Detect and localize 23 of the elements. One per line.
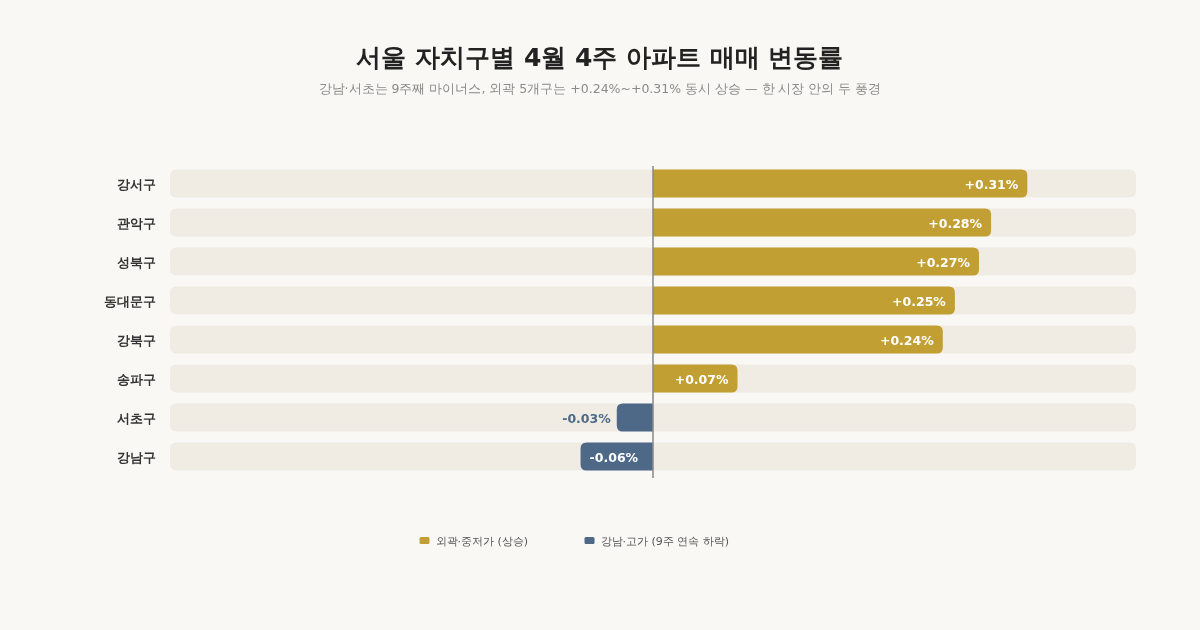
y-tick-label: 관악구: [117, 215, 156, 231]
data-label: +0.07%: [674, 371, 729, 387]
y-tick-label: 강북구: [117, 332, 156, 348]
data-label: +0.25%: [892, 293, 947, 309]
bar: [616, 403, 653, 432]
bar: [653, 325, 943, 354]
chart-subtitle: 강남·서초는 9주째 마이너스, 외곽 5개구는 +0.24%~+0.31% 동시 상승 — 한 시장 안의 두 풍경: [318, 81, 882, 96]
y-tick-label: 성북구: [117, 254, 156, 270]
y-tick-label: 강남구: [117, 449, 156, 465]
data-label: +0.28%: [928, 215, 983, 231]
legend-label: 외곽·중저가 (상승): [435, 535, 529, 548]
data-label: +0.27%: [916, 254, 971, 270]
bar: [653, 286, 955, 315]
data-label: -0.06%: [589, 449, 639, 465]
data-label: +0.31%: [964, 176, 1019, 192]
chart-title: 서울 자치구별 4월 4주 아파트 매매 변동률: [356, 43, 844, 72]
y-tick-label: 서초구: [117, 410, 156, 426]
y-tick-label: 강서구: [117, 176, 156, 192]
data-label: -0.03%: [562, 410, 612, 426]
y-tick-label: 송파구: [117, 371, 156, 387]
y-tick-label: 동대문구: [104, 293, 156, 309]
legend-label: 강남·고가 (9주 연속 하락): [600, 535, 730, 548]
data-label: +0.24%: [879, 332, 935, 348]
